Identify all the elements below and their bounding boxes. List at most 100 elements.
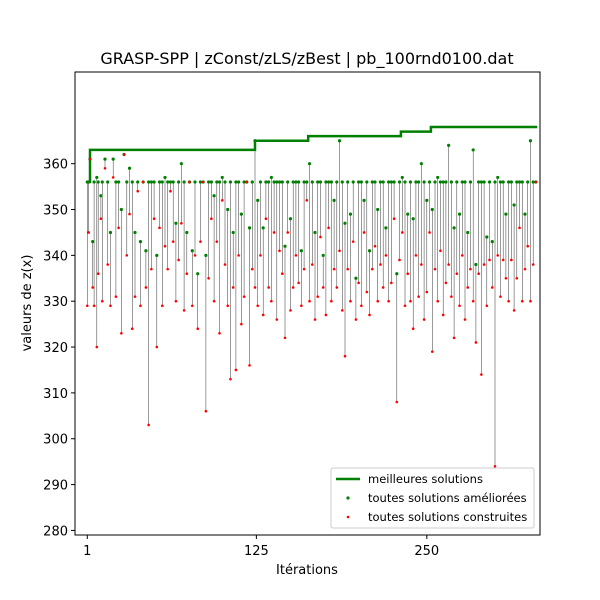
improved-point-156: [504, 212, 508, 216]
legend-constructed-label: toutes solutions construites: [368, 510, 527, 524]
improved-point-132: [438, 180, 443, 184]
constructed-point-8: [100, 299, 104, 303]
improved-point-62: [247, 226, 252, 230]
improved-point-43: [196, 272, 200, 276]
improved-point-55: [228, 180, 233, 184]
improved-point-88: [318, 180, 323, 184]
constructed-point-131: [436, 299, 440, 303]
constructed-point-134: [444, 281, 448, 285]
improved-point-21: [136, 180, 140, 184]
legend-improved-marker: [346, 496, 350, 500]
improved-point-158: [509, 180, 513, 184]
legend-constructed-marker: [346, 515, 350, 519]
improved-point-137: [452, 226, 456, 230]
improved-point-36: [177, 180, 181, 184]
improved-point-108: [373, 180, 377, 184]
improved-point-162: [520, 180, 524, 184]
improved-point-119: [403, 180, 407, 184]
improved-point-138: [455, 180, 459, 184]
improved-point-47: [207, 180, 211, 184]
constructed-point-15: [120, 331, 123, 335]
improved-point-136: [449, 180, 453, 184]
constructed-point-115: [392, 217, 396, 220]
best-solutions-line: [87, 125, 538, 184]
improved-point-120: [406, 212, 410, 216]
constructed-point-106: [368, 313, 371, 317]
constructed-point-90: [324, 313, 328, 317]
improved-point-130: [433, 180, 437, 184]
constructed-point-95: [338, 249, 341, 253]
constructed-point-141: [463, 318, 467, 321]
improved-point-14: [117, 180, 121, 184]
improved-point-150: [487, 180, 492, 184]
constructed-point-18: [128, 212, 131, 216]
constructed-point-158: [510, 258, 513, 262]
constructed-point-1: [87, 231, 90, 234]
constructed-point-167: [534, 180, 538, 184]
constructed-point-101: [354, 318, 358, 321]
constructed-point-85: [310, 263, 314, 266]
improved-point-153: [496, 175, 500, 180]
constructed-point-120: [406, 272, 410, 276]
improved-point-104: [362, 198, 366, 202]
improved-point-63: [250, 180, 254, 184]
constructed-point-11: [109, 304, 112, 308]
constructed-point-108: [373, 244, 377, 248]
improved-point-94: [335, 180, 339, 184]
constructed-point-99: [349, 299, 352, 303]
improved-point-51: [217, 180, 222, 184]
constructed-point-81: [300, 304, 303, 308]
constructed-point-71: [272, 231, 276, 234]
constructed-point-116: [395, 400, 399, 404]
improved-point-92: [329, 180, 333, 184]
constructed-point-105: [365, 290, 369, 294]
constructed-point-27: [152, 217, 156, 220]
improved-point-57: [234, 180, 238, 184]
constructed-point-98: [346, 267, 350, 271]
constructed-point-33: [169, 189, 172, 193]
improved-point-143: [468, 180, 473, 184]
constructed-point-165: [529, 299, 532, 303]
legend-best-label: meilleures solutions: [368, 472, 483, 486]
constructed-point-117: [398, 258, 401, 262]
improved-point-46: [204, 253, 208, 257]
improved-point-82: [302, 180, 306, 184]
improved-point-59: [239, 212, 243, 216]
constructed-point-58: [237, 254, 240, 257]
constructed-point-109: [376, 299, 380, 303]
constructed-point-49: [212, 299, 216, 303]
constructed-point-68: [264, 217, 268, 220]
improved-point-29: [157, 180, 162, 184]
improved-point-32: [166, 180, 170, 184]
constructed-point-17: [125, 254, 129, 257]
improved-point-7: [99, 194, 103, 198]
improved-point-99: [348, 212, 353, 216]
constructed-point-80: [297, 281, 300, 285]
constructed-point-37: [180, 221, 183, 225]
constructed-point-6: [96, 272, 100, 276]
y-tick-label-330: 330: [43, 295, 68, 310]
improved-point-139: [457, 212, 462, 216]
constructed-point-148: [482, 263, 486, 266]
improved-point-152: [493, 180, 497, 184]
improved-point-81: [299, 249, 303, 253]
improved-point-116: [395, 272, 399, 276]
improved-point-71: [272, 180, 276, 184]
improved-point-148: [482, 180, 486, 184]
improved-point-133: [441, 180, 445, 184]
y-tick-label-340: 340: [43, 249, 68, 264]
constructed-point-0: [85, 304, 89, 308]
constructed-point-69: [267, 286, 270, 289]
constructed-point-45: [201, 180, 205, 184]
constructed-point-152: [493, 464, 497, 468]
improved-point-93: [332, 198, 336, 202]
improved-point-1: [87, 180, 91, 184]
improved-point-126: [422, 180, 426, 184]
improved-point-142: [466, 230, 470, 235]
constructed-point-79: [294, 254, 298, 257]
constructed-point-51: [218, 331, 221, 335]
constructed-point-78: [291, 286, 295, 289]
improved-point-60: [242, 180, 246, 184]
improved-point-121: [408, 180, 413, 184]
improved-point-5: [95, 175, 99, 180]
